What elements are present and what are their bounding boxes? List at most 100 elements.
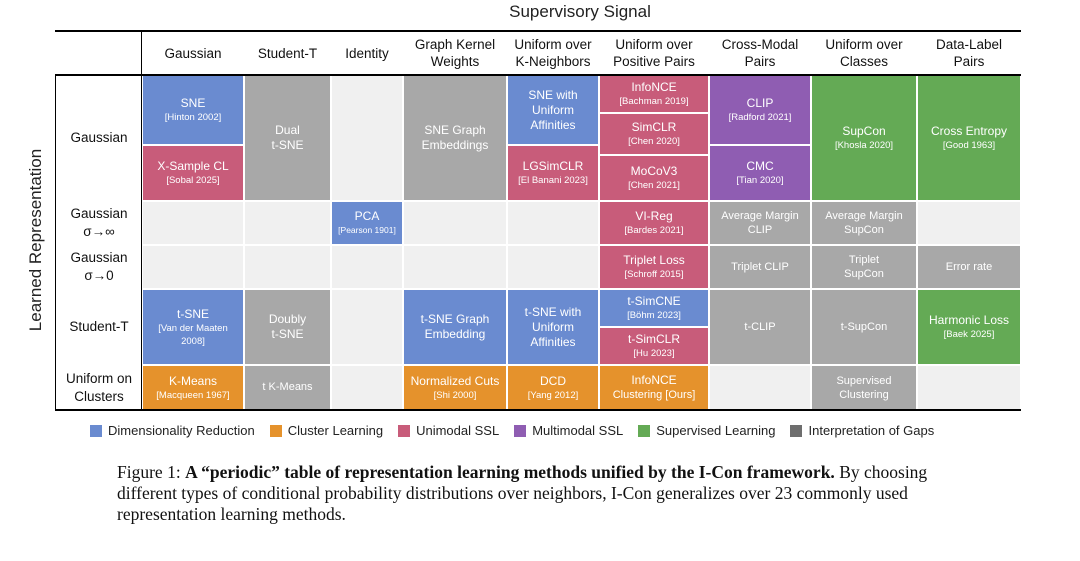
cell-supcon-cite: [Khosla 2020] bbox=[834, 140, 894, 151]
legend-label: Supervised Learning bbox=[656, 423, 776, 438]
cell-triplet-supcon: Triplet SupCon bbox=[812, 246, 916, 288]
cell-dcd: DCD [Yang 2012] bbox=[508, 366, 598, 409]
cell-harmonic-title: Harmonic Loss bbox=[928, 313, 1010, 327]
cell-sne-title: SNE bbox=[180, 96, 206, 110]
cell-tsne-graph: t-SNE Graph Embedding bbox=[404, 290, 506, 364]
col-header-data-label: Data-Label Pairs bbox=[935, 37, 1003, 69]
caption-bold: A “periodic” table of representation lea… bbox=[185, 462, 835, 482]
cell-simclr-cite: [Chen 2020] bbox=[628, 136, 680, 147]
cell-sne-uniform-title: SNE with Uniform Affinities bbox=[528, 87, 578, 132]
cell-xsample-title: X-Sample CL bbox=[157, 159, 229, 173]
legend-swatch bbox=[790, 424, 803, 437]
cell-empty bbox=[508, 202, 598, 244]
cell-tsimcne-title: t-SimCNE bbox=[627, 294, 681, 308]
cell-tclip-title: t-CLIP bbox=[744, 320, 776, 333]
cell-sne-uniform: SNE with Uniform Affinities bbox=[508, 76, 598, 144]
legend-item-interpretation-of-gaps: Interpretation of Gaps bbox=[790, 423, 934, 438]
legend-item-unimodal-ssl: Unimodal SSL bbox=[398, 423, 499, 438]
col-header-student-t: Student-T bbox=[257, 45, 318, 61]
cell-triplet-clip: Triplet CLIP bbox=[710, 246, 810, 288]
cell-tsimclr: t-SimCLR [Hu 2023] bbox=[600, 328, 708, 364]
cell-lgsimclr-cite: [El Banani 2023] bbox=[518, 175, 588, 186]
cell-sne-cite: [Hinton 2002] bbox=[164, 112, 222, 123]
cell-simclr-title: SimCLR bbox=[631, 120, 677, 134]
cell-cross-entropy-cite: [Good 1963] bbox=[942, 140, 996, 151]
cell-kmeans-cite: [Macqueen 1967] bbox=[156, 389, 230, 401]
cell-infonce-clustering: InfoNCE Clustering [Ours] bbox=[600, 366, 708, 409]
cell-vireg-title: VI-Reg bbox=[635, 209, 673, 223]
row-header-student-t: Student-T bbox=[69, 319, 129, 334]
cell-mocov3-cite: [Chen 2021] bbox=[628, 180, 680, 191]
cell-tclip: t-CLIP bbox=[710, 290, 810, 364]
cell-pca-title: PCA bbox=[354, 209, 380, 223]
cell-avg-margin-clip-title: Average Margin CLIP bbox=[721, 210, 799, 236]
cell-tsne-uniform-title: t-SNE with Uniform Affinities bbox=[524, 304, 582, 349]
cell-empty bbox=[404, 246, 506, 288]
cell-sne: SNE [Hinton 2002] bbox=[143, 76, 243, 144]
caption-text: By choosing different types of condition… bbox=[117, 462, 928, 524]
legend-swatch bbox=[269, 424, 282, 437]
cell-simclr: SimCLR [Chen 2020] bbox=[600, 114, 708, 154]
cell-cmc: CMC [Tian 2020] bbox=[710, 146, 810, 200]
legend-item-cluster-learning: Cluster Learning bbox=[269, 423, 384, 438]
cell-tsne: t-SNE [Van der Maaten 2008] bbox=[143, 290, 243, 364]
cell-empty bbox=[918, 202, 1020, 244]
cell-dual-tsne: Dual t-SNE bbox=[245, 76, 330, 200]
legend-item-multimodal-ssl: Multimodal SSL bbox=[514, 423, 623, 438]
cell-triplet-loss-title: Triplet Loss bbox=[623, 253, 685, 267]
cell-sne-graph: SNE Graph Embeddings bbox=[404, 76, 506, 200]
legend-label: Cluster Learning bbox=[287, 423, 384, 438]
cell-tsupcon-title: t-SupCon bbox=[840, 320, 888, 333]
cell-ncut-title: Normalized Cuts bbox=[410, 373, 500, 388]
cell-triplet-supcon-title: Triplet SupCon bbox=[844, 254, 884, 280]
cell-triplet-clip-title: Triplet CLIP bbox=[731, 260, 789, 273]
cell-dcd-title: DCD bbox=[540, 373, 566, 388]
cell-pca-cite: [Pearson 1901] bbox=[338, 225, 396, 235]
caption-label: Figure 1: bbox=[117, 462, 186, 482]
cell-doubly-tsne-title: Doubly t-SNE bbox=[268, 312, 307, 341]
grid-line-bottom bbox=[55, 409, 1021, 411]
cell-dual-tsne-title: Dual t-SNE bbox=[271, 123, 304, 152]
grid-line-v-left bbox=[55, 76, 56, 410]
grid-line-top bbox=[55, 30, 1021, 32]
cell-mocov3-title: MoCoV3 bbox=[630, 164, 678, 178]
cell-sne-graph-title: SNE Graph Embeddings bbox=[421, 123, 489, 152]
legend-swatch bbox=[398, 424, 411, 437]
cell-tsne-uniform: t-SNE with Uniform Affinities bbox=[508, 290, 598, 364]
cell-empty bbox=[143, 202, 243, 244]
grid-line-v0 bbox=[141, 30, 142, 410]
cell-doubly-tsne: Doubly t-SNE bbox=[245, 290, 330, 364]
cell-cross-entropy: Cross Entropy [Good 1963] bbox=[918, 76, 1020, 200]
legend: Dimensionality Reduction Cluster Learnin… bbox=[90, 423, 949, 438]
cell-error-rate: Error rate bbox=[918, 246, 1020, 288]
cell-tsimclr-cite: [Hu 2023] bbox=[633, 348, 675, 359]
row-header-gaussian-zero: Gaussian σ→0 bbox=[70, 250, 128, 283]
cell-kmeans-title: K-Means bbox=[168, 373, 218, 388]
cell-supcon: SupCon [Khosla 2020] bbox=[812, 76, 916, 200]
cell-kmeans: K-Means [Macqueen 1967] bbox=[143, 366, 243, 409]
cell-avg-margin-supcon-title: Average Margin SupCon bbox=[825, 210, 903, 236]
cell-infonce: InfoNCE [Bachman 2019] bbox=[600, 76, 708, 112]
cell-tkmeans-title: t K-Means bbox=[262, 381, 313, 393]
cell-dcd-cite: [Yang 2012] bbox=[527, 389, 579, 401]
cell-xsample-cl: X-Sample CL [Sobal 2025] bbox=[143, 146, 243, 200]
cell-tsimcne-cite: [Böhm 2023] bbox=[627, 310, 681, 321]
legend-label: Multimodal SSL bbox=[532, 423, 624, 438]
cell-triplet-loss-cite: [Schroff 2015] bbox=[624, 269, 684, 280]
cell-infonce-cite: [Bachman 2019] bbox=[619, 96, 689, 107]
cell-avg-margin-clip: Average Margin CLIP bbox=[710, 202, 810, 244]
cell-cross-entropy-title: Cross Entropy bbox=[930, 124, 1008, 138]
cell-tsne-cite: [Van der Maaten 2008] bbox=[158, 322, 228, 347]
cell-empty bbox=[245, 246, 330, 288]
cell-infonce-title: InfoNCE bbox=[631, 80, 677, 94]
row-header-uniform-clusters: Uniform on Clusters bbox=[65, 370, 133, 404]
cell-tsupcon: t-SupCon bbox=[812, 290, 916, 364]
cell-tsne-graph-title: t-SNE Graph Embedding bbox=[420, 312, 490, 341]
cell-supervised-clustering: Supervised Clustering bbox=[812, 366, 916, 409]
cell-supcon-title: SupCon bbox=[842, 124, 886, 138]
cell-clip-cite: [Radford 2021] bbox=[728, 112, 792, 123]
cell-harmonic-cite: [Baek 2025] bbox=[943, 329, 995, 340]
cell-harmonic-loss: Harmonic Loss [Baek 2025] bbox=[918, 290, 1020, 364]
legend-swatch bbox=[638, 424, 651, 437]
col-header-uniform-positive: Uniform over Positive Pairs bbox=[613, 37, 695, 69]
